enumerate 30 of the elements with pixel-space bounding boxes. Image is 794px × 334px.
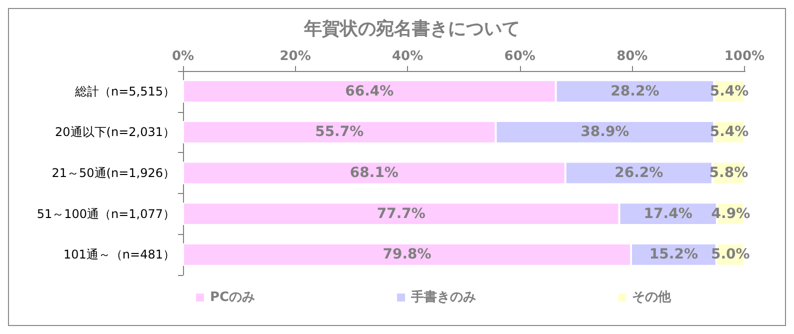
- data-label: 28.2%: [610, 83, 660, 100]
- x-tick-label: 60%: [504, 49, 536, 64]
- data-label: 15.2%: [649, 246, 698, 263]
- data-label: 77.7%: [376, 206, 426, 222]
- y-tick-label: 21～50通(n=1,926）: [52, 166, 175, 180]
- y-tick-label: 20通以下(n=2,031）: [55, 125, 175, 140]
- data-label: 66.4%: [345, 83, 394, 100]
- x-tick-label: 100%: [724, 49, 765, 64]
- chart-title: 年賀状の宛名書きについて: [303, 18, 520, 40]
- legend-label: その他: [632, 290, 672, 305]
- data-label: 55.7%: [315, 124, 364, 140]
- legend-label: PCのみ: [210, 290, 256, 305]
- data-label: 26.2%: [614, 165, 664, 181]
- data-label: 4.9%: [711, 206, 750, 222]
- x-tick-label: 80%: [616, 49, 648, 64]
- data-label: 38.9%: [580, 124, 630, 140]
- x-tick-label: 0%: [172, 49, 194, 64]
- y-tick-label: 総計（n=5,515）: [74, 84, 175, 98]
- y-tick-label: 51～100通（n=1,077）: [36, 206, 175, 221]
- data-label: 5.0%: [710, 246, 750, 263]
- y-tick-label: 101通～（n=481）: [64, 248, 175, 262]
- data-label: 79.8%: [382, 246, 432, 263]
- x-tick-label: 40%: [392, 49, 424, 64]
- legend-label: 手書きのみ: [410, 289, 476, 305]
- data-label: 5.4%: [710, 83, 749, 100]
- data-label: 17.4%: [644, 206, 692, 222]
- x-tick-label: 20%: [280, 49, 311, 64]
- data-label: 5.4%: [710, 124, 749, 140]
- data-label: 68.1%: [350, 165, 398, 181]
- data-label: 5.8%: [709, 165, 748, 181]
